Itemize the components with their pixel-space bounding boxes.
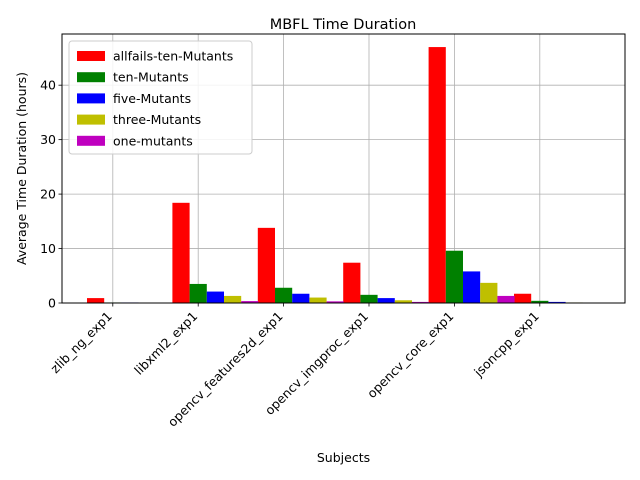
plot-frame [61, 33, 626, 304]
bar [343, 262, 361, 303]
bar [360, 294, 378, 303]
bar-series-group [87, 47, 600, 304]
bar [412, 301, 430, 303]
legend-swatch [77, 114, 105, 125]
legend-box [68, 40, 253, 155]
bar [241, 301, 259, 303]
y-tick-label: 40 [40, 78, 56, 93]
legend: allfails-ten-Mutants ten-Mutants five-Muta… [68, 40, 253, 155]
y-tick-label: 30 [40, 132, 56, 147]
bar [514, 293, 532, 303]
legend-swatch [77, 51, 105, 61]
bar [548, 301, 566, 303]
bar [497, 295, 515, 303]
bar [531, 300, 549, 303]
bar [257, 227, 275, 303]
bar [275, 287, 293, 303]
y-axis: 0 10 20 30 40 [40, 78, 62, 311]
bar [87, 298, 105, 303]
bar [189, 283, 207, 303]
bar [206, 291, 224, 303]
legend-label: three-Mutants [113, 112, 201, 127]
bar [428, 47, 446, 304]
bar [309, 297, 327, 303]
bar [224, 295, 242, 303]
y-tick-label: 20 [40, 187, 56, 202]
legend-label: ten-Mutants [113, 70, 189, 85]
bar [445, 250, 463, 303]
y-tick-label: 10 [40, 241, 56, 256]
bar [326, 301, 344, 303]
y-tick-label: 0 [48, 296, 56, 311]
x-axis-label: Subjects [317, 450, 370, 465]
bar [377, 298, 395, 303]
bar [463, 271, 481, 303]
bar [172, 202, 190, 303]
legend-swatch [77, 93, 105, 104]
legend-label: one-mutants [113, 133, 193, 148]
bar [394, 300, 412, 303]
legend-swatch [77, 135, 105, 146]
bar [292, 293, 310, 303]
bar [480, 282, 498, 303]
legend-swatch [77, 72, 105, 83]
legend-label: allfails-ten-Mutants [113, 49, 233, 64]
y-axis-label: Average Time Duration (hours) [14, 72, 29, 265]
legend-label: five-Mutants [113, 91, 191, 106]
chart-title: MBFL Time Duration [270, 17, 417, 33]
